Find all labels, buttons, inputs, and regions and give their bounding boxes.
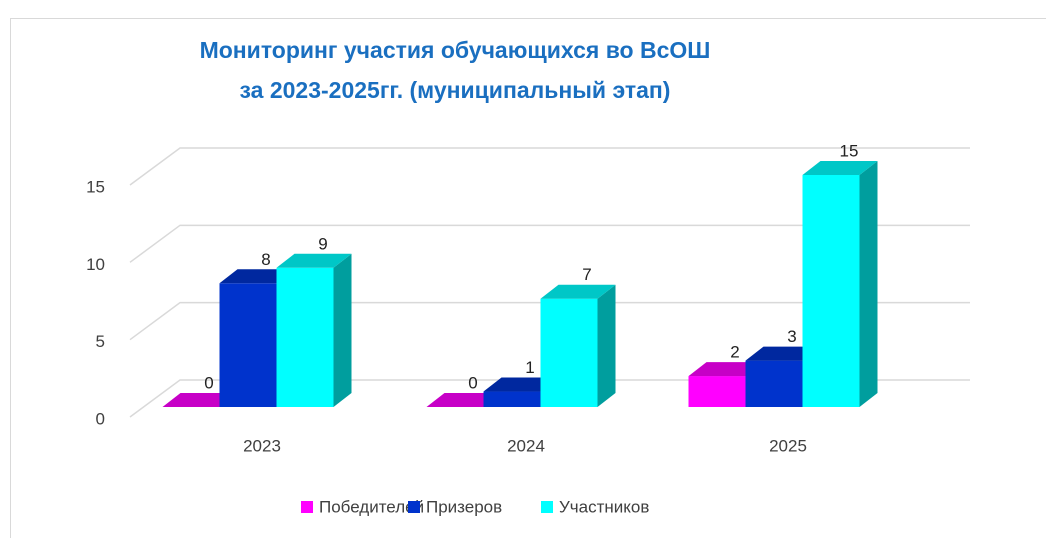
y-tick-label: 10 [86,255,105,274]
bar-front [745,360,803,407]
bar-top [745,346,821,361]
bar-front [540,298,598,407]
chart-frame [10,18,1046,538]
bar-top [688,362,764,377]
bar-top [540,284,616,299]
y-tick-label: 0 [96,409,105,428]
grid-line [129,147,970,186]
data-label: 3 [787,327,796,346]
bar-front [688,376,746,407]
legend-swatch [408,501,420,513]
grid-line [129,301,970,341]
data-label: 7 [582,265,591,284]
bar-front [483,391,541,407]
legend-label: Участников [559,497,649,516]
chart-title: Мониторинг участия обучающихся во ВсОШ [200,37,711,63]
bar-side [333,253,352,407]
bar [802,161,878,407]
bar [426,393,502,407]
x-tick-label: 2025 [769,436,807,455]
bar [276,253,352,407]
bar-side [859,161,878,407]
grid-line [129,224,970,263]
bar [219,269,295,407]
x-tick-label: 2024 [507,436,545,455]
data-label: 0 [468,373,477,392]
data-label: 2 [730,343,739,362]
bar-top [219,269,295,284]
legend-swatch [301,501,313,513]
data-label: 9 [318,234,327,253]
data-label: 0 [204,373,213,392]
y-tick-label: 5 [96,332,105,351]
data-label: 8 [261,250,270,269]
legend-swatch [541,501,553,513]
data-label: 1 [525,358,534,377]
data-label: 15 [840,141,859,160]
legend-label: Победителей [319,497,424,516]
bar-front [219,283,277,407]
bar-top [276,253,352,268]
bar-top [426,393,502,407]
bar-front [276,267,334,407]
bar [162,393,238,407]
bar-top [802,161,878,175]
x-tick-label: 2023 [243,436,281,455]
bar-top [162,393,238,407]
legend-label: Призеров [426,497,502,516]
y-tick-label: 15 [86,177,105,196]
bar-top [483,377,559,392]
bar-side [597,284,616,407]
chart-title: за 2023-2025гг. (муниципальный этап) [240,77,671,103]
bar [540,284,616,407]
bar-front [802,175,860,407]
